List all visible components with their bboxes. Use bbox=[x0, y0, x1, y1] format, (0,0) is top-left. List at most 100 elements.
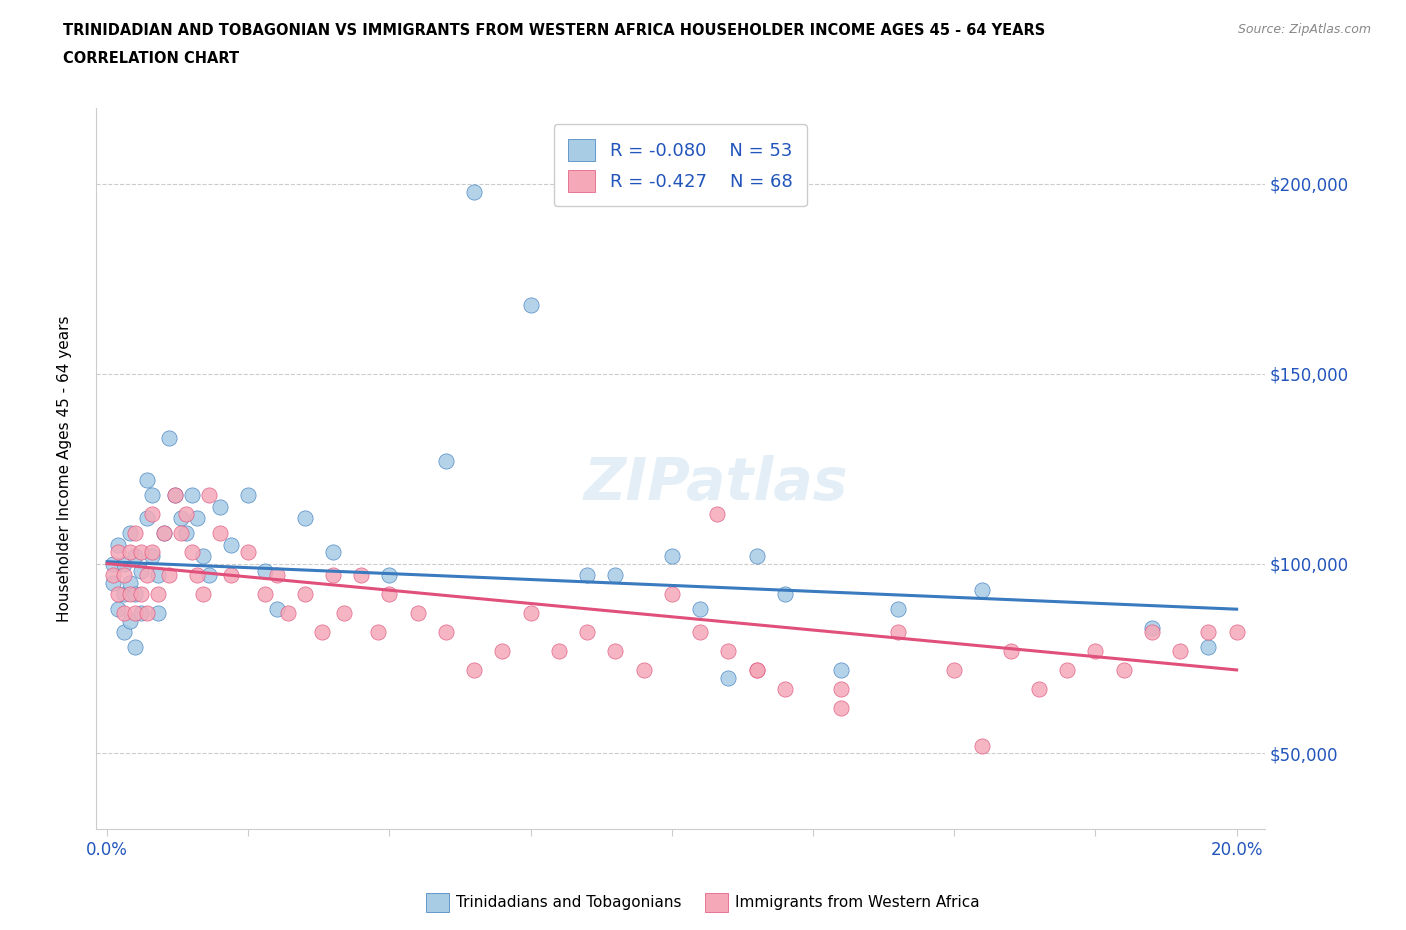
Point bbox=[118, 587, 141, 602]
Point bbox=[706, 507, 728, 522]
Point bbox=[887, 602, 910, 617]
Legend: Trinidadians and Tobagonians, Immigrants from Western Africa: Trinidadians and Tobagonians, Immigrants… bbox=[420, 887, 986, 918]
Point bbox=[157, 431, 180, 445]
Point bbox=[434, 625, 457, 640]
Point bbox=[605, 567, 627, 582]
Text: TRINIDADIAN AND TOBAGONIAN VS IMMIGRANTS FROM WESTERN AFRICA HOUSEHOLDER INCOME : TRINIDADIAN AND TOBAGONIAN VS IMMIGRANTS… bbox=[63, 23, 1046, 38]
Point bbox=[112, 605, 135, 620]
Point bbox=[191, 587, 214, 602]
Point bbox=[266, 602, 288, 617]
Point bbox=[367, 625, 389, 640]
Point bbox=[463, 662, 485, 677]
Point bbox=[186, 511, 208, 525]
Point bbox=[238, 488, 260, 503]
Point bbox=[135, 511, 157, 525]
Point bbox=[107, 587, 129, 602]
Point bbox=[277, 605, 299, 620]
Point bbox=[157, 567, 180, 582]
Point bbox=[943, 662, 966, 677]
Point bbox=[135, 567, 157, 582]
Point bbox=[830, 682, 852, 697]
Point bbox=[163, 488, 186, 503]
Point bbox=[661, 549, 683, 564]
Legend: R = -0.080    N = 53, R = -0.427    N = 68: R = -0.080 N = 53, R = -0.427 N = 68 bbox=[554, 125, 807, 206]
Point bbox=[1112, 662, 1135, 677]
Point bbox=[152, 525, 174, 540]
Point bbox=[717, 644, 740, 658]
Point bbox=[112, 567, 135, 582]
Point bbox=[124, 549, 146, 564]
Point bbox=[254, 587, 277, 602]
Point bbox=[101, 575, 124, 590]
Point bbox=[221, 538, 243, 552]
Point bbox=[141, 507, 163, 522]
Point bbox=[129, 587, 152, 602]
Point bbox=[107, 545, 129, 560]
Point bbox=[152, 525, 174, 540]
Point bbox=[129, 545, 152, 560]
Point bbox=[434, 454, 457, 469]
Point bbox=[350, 567, 373, 582]
Point bbox=[266, 567, 288, 582]
Point bbox=[169, 525, 191, 540]
Point bbox=[180, 488, 202, 503]
Point bbox=[163, 488, 186, 503]
Point bbox=[1168, 644, 1191, 658]
Point bbox=[311, 625, 333, 640]
Point bbox=[146, 567, 169, 582]
Point bbox=[1140, 625, 1163, 640]
Point bbox=[112, 625, 135, 640]
Point bbox=[141, 488, 163, 503]
Point bbox=[129, 564, 152, 578]
Point bbox=[118, 545, 141, 560]
Point bbox=[773, 682, 796, 697]
Text: ZIPatlas: ZIPatlas bbox=[583, 455, 848, 512]
Point bbox=[208, 499, 231, 514]
Point bbox=[112, 587, 135, 602]
Point bbox=[107, 602, 129, 617]
Point bbox=[1140, 620, 1163, 635]
Point bbox=[107, 538, 129, 552]
Point bbox=[1056, 662, 1078, 677]
Point bbox=[322, 545, 344, 560]
Point bbox=[101, 567, 124, 582]
Y-axis label: Householder Income Ages 45 - 64 years: Householder Income Ages 45 - 64 years bbox=[58, 315, 72, 622]
Point bbox=[118, 525, 141, 540]
Point bbox=[146, 587, 169, 602]
Point bbox=[1226, 625, 1249, 640]
Point bbox=[101, 556, 124, 571]
Point bbox=[191, 549, 214, 564]
Point bbox=[118, 613, 141, 628]
Point bbox=[118, 575, 141, 590]
Point bbox=[745, 549, 768, 564]
Point bbox=[519, 298, 541, 312]
Point bbox=[972, 738, 994, 753]
Point bbox=[174, 525, 197, 540]
Point bbox=[124, 640, 146, 655]
Point bbox=[141, 545, 163, 560]
Point bbox=[576, 625, 599, 640]
Point bbox=[208, 525, 231, 540]
Point bbox=[576, 567, 599, 582]
Point bbox=[197, 488, 219, 503]
Point bbox=[1197, 640, 1219, 655]
Point bbox=[378, 567, 401, 582]
Point bbox=[197, 567, 219, 582]
Point bbox=[238, 545, 260, 560]
Point bbox=[333, 605, 356, 620]
Point bbox=[294, 511, 316, 525]
Point bbox=[830, 700, 852, 715]
Point bbox=[633, 662, 655, 677]
Point bbox=[1197, 625, 1219, 640]
Point bbox=[1028, 682, 1050, 697]
Point bbox=[124, 525, 146, 540]
Point bbox=[1000, 644, 1022, 658]
Point bbox=[717, 671, 740, 685]
Point bbox=[254, 564, 277, 578]
Point bbox=[180, 545, 202, 560]
Text: Source: ZipAtlas.com: Source: ZipAtlas.com bbox=[1237, 23, 1371, 36]
Point bbox=[773, 587, 796, 602]
Point bbox=[745, 662, 768, 677]
Point bbox=[112, 556, 135, 571]
Point bbox=[141, 549, 163, 564]
